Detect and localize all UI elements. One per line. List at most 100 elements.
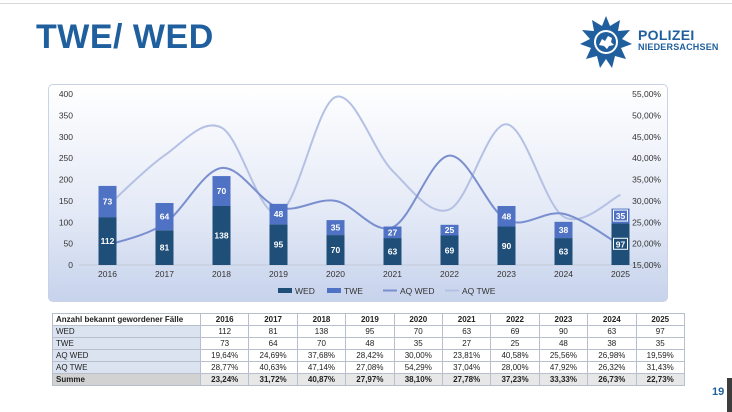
wed-bar [497,226,516,265]
table-cell: 19,59% [635,349,685,362]
table-cell: 63 [587,325,637,338]
twe-bar [212,176,231,207]
twe-bar [440,224,459,236]
twe-bar [326,220,345,236]
year-header: 2020 [393,313,443,326]
wed-bar [554,238,573,265]
table-cell: 73 [199,337,250,350]
table-row: AQ WED 19,64% 24,69% 37,68% 28,42% 30,00% 23,8… [52,349,685,362]
twe-data-label: 73 [103,197,113,207]
twe-bar [497,206,516,227]
legend-swatch [278,288,292,293]
table-cell: 22,73% [635,373,685,386]
combo-chart: 0 50 100 150 200 250 300 350 400 15,00% 20,00% 25,0… [59,89,662,296]
twe-bar [155,203,174,231]
twe-label-box [613,209,628,222]
left-axis-tick-label: 0 [68,260,73,270]
left-axis-tick-label: 150 [59,196,73,206]
table-cell: 38 [587,337,637,350]
table-cell: 27,08% [345,361,395,374]
left-axis-tick-label: 100 [59,217,73,227]
page-number: 19 [712,386,725,398]
wed-bar [440,235,459,265]
wed-data-label: 63 [388,247,398,257]
table-cell: 90 [538,325,589,338]
table-cell: 31,43% [635,361,685,374]
wed-bar [269,224,288,265]
legend-swatch [327,288,341,293]
table-cell: 54,29% [393,361,443,374]
x-axis-tick-label: 2023 [497,269,516,279]
twe-bar [98,185,117,218]
twe-bar [554,221,573,239]
twe-bar [383,226,402,239]
row-label: AQ WED [52,349,201,362]
table-cell: 27,78% [441,373,492,386]
table-row: WED 112 81 138 95 70 63 69 90 63 97 [52,325,685,338]
table-header-row: Anzahl bekannt gewordener Fälle 2016 201… [52,313,685,326]
x-axis-tick-label: 2018 [212,269,231,279]
year-header: 2025 [635,313,685,326]
x-axis-tick-label: 2017 [155,269,174,279]
table-cell: 40,63% [248,361,298,374]
table-cell: 27,97% [345,373,395,386]
table-cell: 28,77% [199,361,250,374]
left-axis-tick-label: 400 [59,89,73,99]
twe-data-label: 70 [217,186,227,196]
table-cell: 112 [199,325,250,338]
right-axis-tick-label: 55,00% [632,89,661,99]
table-cell: 97 [635,325,685,338]
table-cell: 70 [296,337,347,350]
right-axis-tick-label: 25,00% [632,217,661,227]
table-cell: 40,87% [296,373,347,386]
wed-bar [212,206,231,265]
table-cell: 27 [441,337,492,350]
aq-twe-line [106,95,621,221]
logo-line-2: NIEDERSACHSEN [638,41,719,52]
twe-bar [269,203,288,225]
twe-bar [611,208,630,224]
table-cell: 40,58% [490,349,540,362]
table-cell: 138 [296,325,347,338]
side-accent-bar [727,378,732,412]
table-cell: 23,24% [199,373,250,386]
year-header: 2017 [248,313,298,326]
year-header: 2024 [587,313,637,326]
year-header: 2021 [441,313,492,326]
table-sum-row: Summe 23,24% 31,72% 40,87% 27,97% 38,10% 27,78… [52,373,685,386]
table-cell: 33,33% [538,373,589,386]
wed-data-label: 63 [559,247,569,257]
table-cell: 25 [490,337,540,350]
table-cell: 37,23% [490,373,540,386]
legend-label: WED [295,286,315,296]
table-cell: 64 [248,337,298,350]
police-logo: POLIZEI NIEDERSACHSEN [578,14,728,70]
table-cell: 24,69% [248,349,298,362]
table-cell: 23,81% [441,349,492,362]
year-header: 2019 [345,313,395,326]
table-cell: 47,92% [538,361,589,374]
table-cell: 30,00% [393,349,443,362]
wed-data-label: 112 [101,236,115,246]
table-row: TWE 73 64 70 48 35 27 25 48 38 35 [52,337,685,350]
wed-data-label: 81 [160,243,170,253]
left-axis-tick-label: 350 [59,110,73,120]
page-title: TWE/ WED [36,18,214,56]
table-cell: 95 [345,325,395,338]
wed-data-label: 90 [502,241,512,251]
table-cell: 25,56% [538,349,589,362]
table-cell: 35 [393,337,443,350]
table-cell: 35 [635,337,685,350]
left-axis-tick-label: 300 [59,132,73,142]
right-axis-tick-label: 40,00% [632,153,661,163]
twe-data-label: 38 [559,225,569,235]
table-cell: 69 [490,325,540,338]
left-axis-tick-label: 200 [59,175,73,185]
x-axis-tick-label: 2016 [98,269,117,279]
wed-bar [326,235,345,265]
legend-label: TWE [344,286,363,296]
table-cell: 31,72% [248,373,298,386]
left-axis-tick-label: 250 [59,153,73,163]
wed-data-label: 138 [214,231,228,241]
table-cell: 26,73% [587,373,637,386]
